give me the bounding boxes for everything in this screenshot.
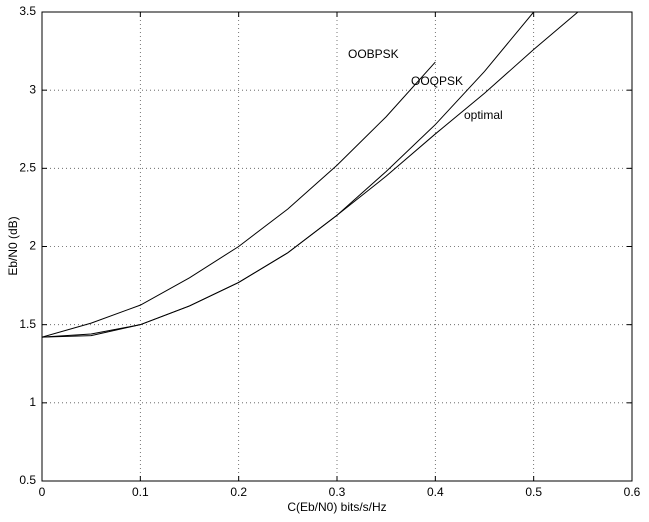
y-tick-label: 2.5 <box>19 161 36 175</box>
y-tick-label: 1.5 <box>19 317 36 331</box>
y-tick-label: 1 <box>29 395 36 409</box>
y-tick-label: 0.5 <box>19 473 36 487</box>
x-tick-label: 0.6 <box>624 485 641 499</box>
series-annotation: OOQPSK <box>411 74 463 88</box>
y-tick-label: 2 <box>29 239 36 253</box>
series-annotation: optimal <box>464 108 503 122</box>
x-tick-label: 0 <box>39 485 46 499</box>
series-line <box>42 12 579 338</box>
plot-frame <box>41 11 633 482</box>
x-tick-label: 0.2 <box>230 485 247 499</box>
x-tick-label: 0.4 <box>427 485 444 499</box>
series-line <box>42 12 535 338</box>
x-tick-label: 0.5 <box>525 485 542 499</box>
series-annotation: OOBPSK <box>348 47 399 61</box>
y-axis-label: Eb/N0 (dB) <box>6 216 20 275</box>
x-tick-label: 0.3 <box>329 485 346 499</box>
y-tick-label: 3.5 <box>19 4 36 18</box>
x-tick-label: 0.1 <box>132 485 149 499</box>
series-line <box>42 61 436 338</box>
y-tick-label: 3 <box>29 82 36 96</box>
x-axis-label: C(Eb/N0) bits/s/Hz <box>287 500 386 514</box>
